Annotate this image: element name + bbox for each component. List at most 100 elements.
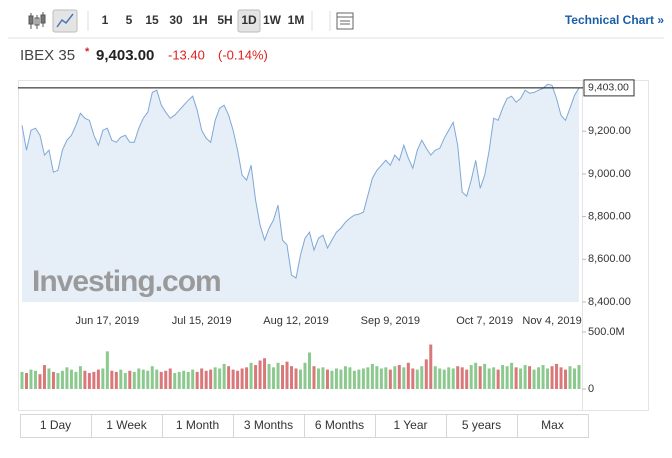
volume-bar <box>137 368 141 389</box>
x-tick-label: Jun 17, 2019 <box>76 315 140 327</box>
last-price-tag <box>583 79 635 97</box>
volume-bar <box>568 366 572 389</box>
volume-bar <box>303 362 307 389</box>
volume-bar <box>415 369 419 389</box>
volume-bar <box>388 369 392 389</box>
range-button-label[interactable]: 1 Day <box>40 418 71 432</box>
line-icon-bg[interactable] <box>52 9 78 33</box>
volume-bar <box>442 369 446 389</box>
volume-bar <box>478 366 482 389</box>
interval-button[interactable]: 1M <box>288 13 305 27</box>
volume-bar <box>114 371 118 389</box>
range-button-label[interactable]: 6 Months <box>315 418 364 432</box>
volume-bar <box>69 369 73 389</box>
interval-button[interactable]: 5 <box>126 13 133 27</box>
volume-bar <box>119 369 123 389</box>
range-button[interactable] <box>517 414 589 438</box>
volume-bar <box>101 368 105 389</box>
volume-bar <box>132 371 136 389</box>
change: -13.40 <box>168 47 205 62</box>
volume-bar <box>375 366 379 389</box>
volume-bar <box>546 368 550 389</box>
volume-bar <box>348 367 352 389</box>
volume-bar <box>519 368 523 389</box>
volume-bar <box>20 371 24 389</box>
range-button-label[interactable]: Max <box>541 418 564 432</box>
volume-bar <box>24 373 28 389</box>
volume-bar <box>334 368 338 389</box>
range-button-label[interactable]: 1 Week <box>106 418 147 432</box>
volume-bar <box>299 369 302 389</box>
chart-frame <box>18 80 649 411</box>
volume-bar <box>263 358 267 389</box>
range-button-label[interactable]: 1 Month <box>176 418 219 432</box>
volume-bar <box>164 370 168 389</box>
volume-bar <box>74 371 78 389</box>
volume-bar <box>65 367 69 389</box>
volume-bar <box>285 361 289 389</box>
volume-bar <box>267 363 271 389</box>
interval-button[interactable]: 5H <box>217 13 232 27</box>
volume-bar <box>222 363 226 389</box>
volume-bar <box>56 373 60 389</box>
volume-bar <box>343 366 347 389</box>
volume-bar <box>294 368 298 389</box>
volume-bar <box>105 351 109 389</box>
volume-bar <box>276 362 280 389</box>
x-tick-label: Jul 15, 2019 <box>172 315 232 327</box>
volume-bar <box>191 369 195 389</box>
volume-bar <box>451 368 455 389</box>
volume-bar <box>307 352 311 389</box>
volume-bar <box>316 368 320 389</box>
volume-bar <box>272 367 276 389</box>
interval-button[interactable]: 15 <box>145 13 159 27</box>
volume-bar <box>361 368 365 389</box>
interval-button[interactable]: 30 <box>169 13 183 27</box>
volume-bar <box>483 363 487 389</box>
volume-bar <box>195 371 199 389</box>
volume-bar <box>78 366 82 389</box>
volume-bar <box>384 367 388 389</box>
volume-bar <box>231 369 235 389</box>
y-tick-label: 8,800.00 <box>588 211 631 223</box>
change-pct: (-0.14%) <box>218 47 268 62</box>
volume-bar <box>393 366 397 389</box>
volume-bar <box>42 365 46 389</box>
line-icon[interactable] <box>56 13 74 28</box>
volume-bar <box>402 367 406 389</box>
candles-icon[interactable] <box>28 12 46 29</box>
table-icon[interactable] <box>336 12 354 30</box>
volume-bar <box>501 365 505 389</box>
y-tick-label: 9,200.00 <box>588 125 631 137</box>
interval-button[interactable]: 1H <box>192 13 207 27</box>
volume-bar <box>339 369 343 389</box>
volume-bar <box>573 368 577 389</box>
volume-bar <box>321 367 325 389</box>
volume-bar <box>429 344 433 389</box>
active-interval-bg[interactable] <box>237 9 261 33</box>
interval-button[interactable]: 1 <box>102 13 109 27</box>
volume-bar <box>370 363 374 389</box>
volume-bar <box>456 366 460 389</box>
volume-bar <box>537 367 541 389</box>
volume-bar <box>433 366 437 389</box>
interval-button[interactable]: 1D <box>241 13 257 27</box>
technical-chart-link[interactable]: Technical Chart » <box>565 13 664 27</box>
volume-bar <box>559 367 563 389</box>
volume-bar <box>258 360 262 389</box>
interval-button[interactable]: 1W <box>263 13 282 27</box>
range-button-label[interactable]: 1 Year <box>393 418 427 432</box>
volume-bar <box>87 373 91 389</box>
volume-bar <box>312 366 316 389</box>
volume-bar <box>186 371 190 389</box>
volume-bar <box>182 370 186 389</box>
y-tick-label: 9,000.00 <box>588 168 631 180</box>
x-tick-label: Nov 4, 2019 <box>522 315 581 327</box>
volume-bar <box>173 373 177 389</box>
volume-bar <box>438 368 442 389</box>
x-tick-label: Sep 9, 2019 <box>361 315 420 327</box>
range-button-label[interactable]: 5 years <box>462 418 501 432</box>
volume-bar <box>357 369 361 389</box>
range-button-label[interactable]: 3 Months <box>244 418 293 432</box>
volume-bar <box>460 367 464 389</box>
